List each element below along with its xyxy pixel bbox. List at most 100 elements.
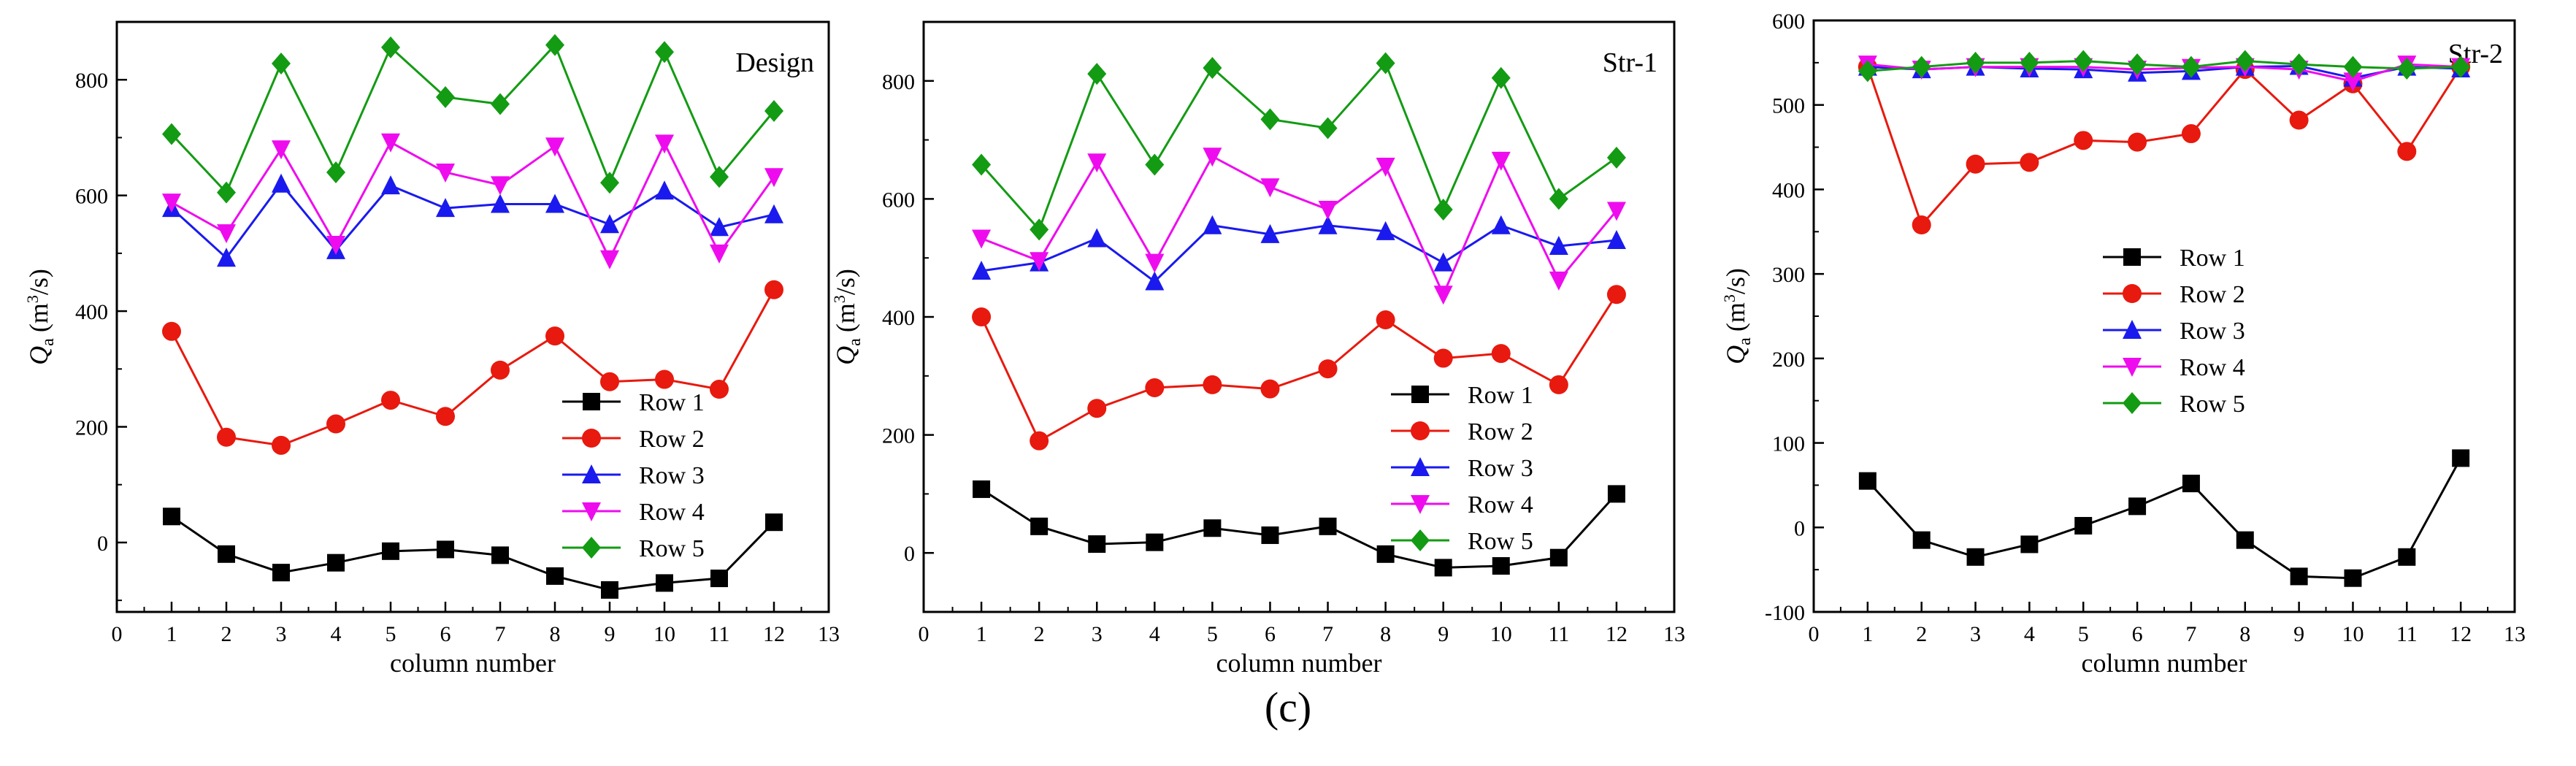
y-axis-label: Qa(m3/s) bbox=[1720, 268, 1755, 364]
x-tick-label: 9 bbox=[1438, 622, 1449, 646]
data-point bbox=[1966, 548, 1985, 566]
plot-frame bbox=[1812, 19, 2516, 613]
legend-marker bbox=[2123, 358, 2142, 377]
x-tick-label: 5 bbox=[1207, 622, 1218, 646]
data-point bbox=[491, 194, 510, 213]
data-point bbox=[2235, 50, 2255, 72]
data-point bbox=[272, 564, 290, 582]
data-point bbox=[326, 161, 345, 183]
x-tick-label: 11 bbox=[2396, 622, 2418, 646]
data-point bbox=[436, 407, 455, 426]
data-point bbox=[2128, 132, 2147, 152]
legend-marker bbox=[1411, 457, 1430, 476]
series-row-1 bbox=[1858, 449, 2470, 587]
legend-label: Row 1 bbox=[1468, 382, 1533, 409]
data-point bbox=[1203, 519, 1222, 537]
data-point bbox=[1030, 252, 1049, 272]
data-point bbox=[491, 176, 510, 196]
legend-marker bbox=[582, 464, 601, 483]
data-point bbox=[2343, 72, 2363, 92]
data-point bbox=[2020, 51, 2039, 74]
data-point bbox=[1203, 57, 1222, 80]
data-point bbox=[162, 194, 181, 213]
data-point bbox=[2074, 516, 2093, 535]
legend-marker bbox=[582, 429, 601, 448]
series-row-2 bbox=[162, 280, 783, 455]
legend-label: Row 4 bbox=[639, 499, 705, 526]
series-line bbox=[980, 294, 1618, 443]
legend-label: Row 3 bbox=[2180, 318, 2245, 345]
data-point bbox=[1318, 200, 1338, 220]
y-tick-label: 400 bbox=[882, 306, 915, 330]
data-point bbox=[491, 546, 509, 564]
chart-panel-3: 0 1 2 3 4 5 6 7 8 9 10 11 12 13-100010020030040050060… bbox=[1720, 9, 2526, 678]
x-tick-label: 13 bbox=[818, 622, 840, 646]
y-tick-label: 800 bbox=[882, 70, 915, 94]
data-point bbox=[1606, 202, 1626, 221]
data-point bbox=[1966, 51, 1985, 74]
data-point bbox=[1087, 228, 1107, 248]
data-point bbox=[1203, 375, 1222, 394]
y-tick-label: 300 bbox=[1772, 263, 1805, 287]
data-point bbox=[1606, 285, 1626, 305]
data-point bbox=[2181, 124, 2201, 144]
series-line bbox=[981, 155, 1618, 298]
data-point bbox=[217, 248, 236, 267]
data-point bbox=[2290, 567, 2308, 586]
series-line bbox=[170, 289, 775, 447]
legend-label: Row 4 bbox=[1468, 491, 1533, 518]
data-point bbox=[381, 175, 400, 195]
x-tick-label: 9 bbox=[2293, 622, 2304, 646]
x-tick-label: 3 bbox=[276, 622, 287, 646]
y-tick-label: -100 bbox=[1765, 601, 1805, 625]
data-point bbox=[1491, 344, 1511, 364]
data-point bbox=[973, 480, 991, 498]
data-point bbox=[381, 133, 400, 153]
legend: Row 1 Row 2 Row 3 Row 4 Row 5 bbox=[562, 389, 705, 562]
y-axis-label: Qa(m3/s) bbox=[830, 269, 865, 365]
x-tick-label: 2 bbox=[1916, 622, 1927, 646]
x-tick-label: 6 bbox=[440, 622, 451, 646]
data-point bbox=[1318, 215, 1338, 234]
data-point bbox=[326, 235, 345, 255]
data-point bbox=[436, 163, 455, 183]
y-tick-label: 200 bbox=[75, 416, 108, 440]
data-point bbox=[1912, 55, 1931, 78]
data-point bbox=[1376, 310, 1395, 330]
data-point bbox=[217, 224, 236, 244]
data-point bbox=[1607, 485, 1625, 503]
data-point bbox=[1087, 63, 1107, 85]
panel-title: Str-1 bbox=[1603, 47, 1657, 78]
data-point bbox=[1318, 359, 1338, 379]
x-tick-label: 1 bbox=[976, 622, 987, 646]
data-point bbox=[491, 93, 510, 115]
series-line bbox=[980, 61, 1617, 232]
x-axis-label: column number bbox=[2082, 648, 2247, 678]
legend-label: Row 2 bbox=[639, 426, 705, 453]
data-point bbox=[1376, 52, 1395, 74]
data-point bbox=[545, 34, 564, 56]
series-row-1 bbox=[973, 480, 1625, 577]
legend-marker bbox=[1411, 495, 1430, 514]
data-point bbox=[2074, 50, 2093, 72]
data-point bbox=[2398, 548, 2416, 566]
data-point bbox=[162, 123, 181, 145]
series-row-4 bbox=[162, 133, 783, 269]
x-tick-label: 7 bbox=[495, 622, 506, 646]
data-point bbox=[436, 198, 455, 218]
y-tick-label: 600 bbox=[1772, 9, 1805, 34]
x-tick-label: 3 bbox=[1970, 622, 1981, 646]
y-tick-label: 0 bbox=[904, 542, 915, 566]
x-tick-label: 10 bbox=[2342, 622, 2364, 646]
data-point bbox=[972, 260, 992, 280]
data-point bbox=[1491, 215, 1511, 234]
data-point bbox=[1203, 215, 1222, 234]
legend-label: Row 5 bbox=[1468, 528, 1533, 555]
series-row-3 bbox=[1858, 55, 2471, 87]
data-point bbox=[162, 321, 181, 341]
data-point bbox=[710, 166, 729, 188]
data-point bbox=[381, 391, 400, 410]
data-point bbox=[1606, 229, 1626, 249]
